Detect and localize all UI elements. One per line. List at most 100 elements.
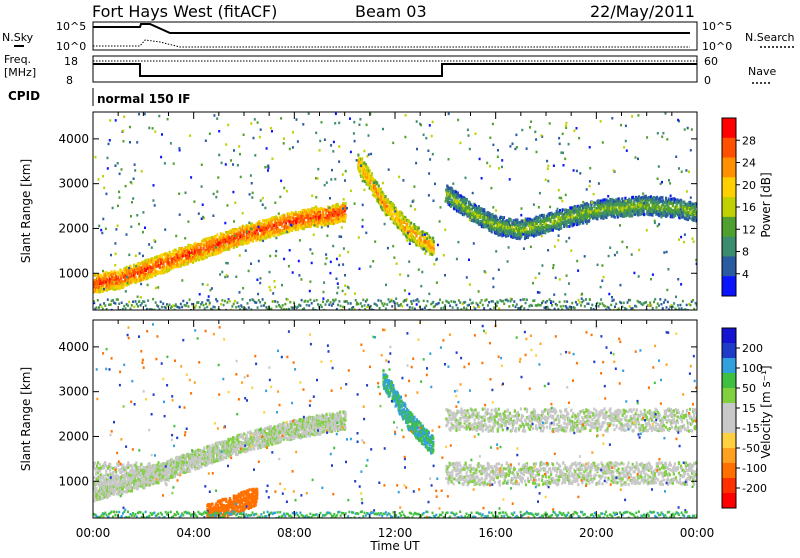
power-cell [416,148,418,151]
power-cell [269,255,271,257]
power-cell [108,143,110,146]
power-cell [190,254,192,257]
power-cell [642,192,644,195]
power-cell [107,167,109,170]
power-cell [302,123,304,126]
power-cell [238,145,240,148]
power-cell [125,185,127,188]
power-cell [404,136,406,139]
power-cell [239,291,241,294]
power-cell [564,217,566,220]
power-cell [114,242,116,245]
power-cell [542,216,544,219]
power-cell [597,264,599,267]
power-cell [326,257,328,260]
power-cell [672,198,674,201]
power-cell [298,211,300,214]
power-cell [109,119,111,122]
power-cell [167,118,169,121]
power-cell [628,215,630,218]
power-cell [523,247,525,250]
power-cell [398,176,400,179]
power-cell [142,211,144,214]
power-cell [558,213,560,216]
power-cell [319,149,321,152]
power-cell [184,263,186,266]
power-cell [268,286,270,289]
power-cell [225,163,227,166]
power-cell [164,162,166,165]
power-cell [568,282,570,285]
power-cell [259,282,261,285]
power-cell [413,199,415,202]
power-cell [447,193,449,196]
power-cell [512,236,514,239]
power-cell [135,255,137,258]
power-cell [326,235,328,238]
power-cell [217,176,219,179]
power-cell [154,204,156,207]
power-cell [688,217,690,220]
power-cell [621,197,623,200]
power-cell [320,207,322,210]
power-cell [666,289,668,292]
date-label: 22/May/2011 [590,2,695,21]
power-cell [237,228,239,231]
power-cell [115,228,117,231]
power-cell [594,202,596,205]
power-cell [460,212,462,215]
power-cell [443,254,445,257]
power-cell [279,196,281,199]
power-cell [678,238,680,241]
power-cell [599,212,601,215]
power-cell [267,165,269,168]
power-cell [227,124,229,127]
power-cell [269,225,271,228]
power-cell [525,228,527,231]
power-cell [137,296,139,299]
power-cell [315,205,317,208]
power-cell [337,286,339,289]
power-cell [498,269,500,272]
power-cell [661,181,663,184]
power-cell [315,196,317,199]
noise-tick-bottom-right: 10^0 [702,40,732,53]
power-cell [399,273,401,276]
power-cell [342,263,344,266]
power-cell [418,226,420,229]
power-cell [369,169,371,172]
power-cell [358,124,360,127]
freq-trace [93,64,697,76]
power-cell [573,130,575,133]
power-cell [648,203,650,206]
power-cell [128,267,130,270]
power-cell [354,140,356,143]
power-cell [544,231,546,234]
power-cell [198,212,200,215]
power-cell [380,188,382,191]
power-cell [324,184,326,187]
power-cell [215,246,217,249]
noise-tick-top-right: 10^5 [702,20,732,33]
noise-tick-bottom-left: 10^0 [56,40,86,53]
power-cell [633,272,635,275]
power-cell [239,153,241,156]
power-cell [313,234,315,237]
power-cell [323,214,325,217]
nave-label: Nave [748,65,776,78]
power-cell [216,234,218,237]
power-cell [392,142,394,145]
power-cell [361,157,363,160]
power-cell [157,286,159,289]
power-cell [616,209,618,212]
power-cell [197,243,199,246]
power-cell [643,202,645,205]
power-cell [202,283,204,286]
power-cell [414,208,416,211]
power-cell [693,210,695,213]
freq-panel [93,56,697,82]
power-cell [376,181,378,184]
power-cell [545,179,547,182]
power-cell [549,122,551,125]
